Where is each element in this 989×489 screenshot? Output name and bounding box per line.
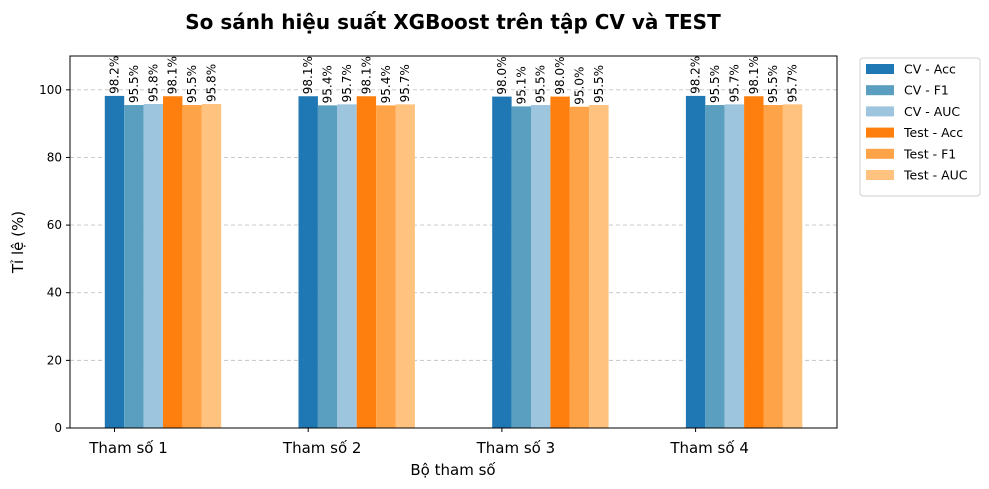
y-axis-label: Tỉ lệ (%) <box>9 211 27 274</box>
data-label: 95.0% <box>573 67 587 105</box>
legend-entry: Test - F1 <box>903 146 956 161</box>
x-tick-label: Tham số 4 <box>669 439 749 457</box>
x-tick-label: Tham số 1 <box>88 439 168 457</box>
bar <box>104 95 125 428</box>
legend-swatch <box>866 64 894 74</box>
data-label: 95.5% <box>185 65 199 103</box>
legend-swatch <box>866 106 894 117</box>
legend-entry: CV - Acc <box>904 62 956 77</box>
y-tick-label: 100 <box>39 83 62 97</box>
data-label: 95.8% <box>205 64 219 102</box>
bar <box>782 104 803 429</box>
bar <box>317 105 338 428</box>
bar <box>298 96 318 428</box>
data-label: 95.4% <box>379 65 393 103</box>
x-tick-label: Tham số 2 <box>282 439 362 457</box>
chart-title: So sánh hiệu suất XGBoost trên tập CV và… <box>185 10 721 34</box>
data-label: 95.1% <box>514 66 528 104</box>
data-label: 95.4% <box>321 65 335 103</box>
bar <box>550 96 570 428</box>
legend-entry: CV - F1 <box>904 83 949 98</box>
data-label: 95.7% <box>398 64 412 102</box>
legend-entry: Test - Acc <box>903 125 963 140</box>
bar <box>143 104 163 428</box>
data-label: 95.5% <box>708 65 722 103</box>
bar <box>569 106 590 429</box>
legend-swatch <box>866 85 894 96</box>
plot-frame <box>69 55 838 429</box>
legend-entry: Test - AUC <box>903 168 968 183</box>
legend-swatch <box>866 170 894 180</box>
bar <box>763 105 783 428</box>
data-label: 98.1% <box>166 56 180 94</box>
data-label: 95.5% <box>534 65 548 103</box>
legend: CV - Acc CV - F1 CV - AUC Test - Acc Test - … <box>859 57 981 197</box>
x-tick-label: Tham số 3 <box>476 439 556 457</box>
bar <box>201 104 222 428</box>
y-tick-label: 20 <box>47 353 62 367</box>
bar <box>182 105 202 428</box>
data-label: 98.0% <box>553 56 567 94</box>
bar <box>531 105 551 428</box>
data-label: 98.2% <box>108 56 122 94</box>
y-tick-label: 40 <box>47 286 62 300</box>
y-tick-label: 60 <box>47 218 62 232</box>
data-label: 95.5% <box>127 65 141 103</box>
data-label: 98.2% <box>689 56 703 94</box>
data-label: 98.1% <box>359 56 373 94</box>
bar <box>724 104 745 429</box>
bar <box>376 105 396 428</box>
bar <box>511 106 531 428</box>
legend-entry: CV - AUC <box>904 104 960 119</box>
data-label: 95.7% <box>786 64 800 102</box>
y-tick-label: 0 <box>54 421 62 435</box>
x-axis-ticks: Tham số 1 Tham số 2 Tham số 3 Tham số 4 <box>88 428 749 457</box>
bar <box>705 105 725 428</box>
data-label: 95.7% <box>340 64 354 102</box>
bar <box>163 96 183 428</box>
bar <box>395 104 415 429</box>
bar <box>685 95 706 428</box>
x-axis-label: Bộ tham số <box>410 461 496 479</box>
bar <box>356 96 377 428</box>
data-label: 98.0% <box>495 56 509 94</box>
data-label: 95.5% <box>766 65 780 103</box>
bars <box>104 95 803 429</box>
bar <box>337 104 357 429</box>
data-label: 95.7% <box>727 64 741 102</box>
legend-swatch <box>866 148 894 159</box>
y-tick-label: 80 <box>47 150 62 164</box>
data-label: 98.1% <box>301 56 315 94</box>
data-label: 95.5% <box>592 65 606 103</box>
bar <box>589 105 609 428</box>
data-label: 98.1% <box>747 56 761 94</box>
bar <box>492 96 512 428</box>
bar <box>744 96 764 428</box>
bar <box>124 105 144 428</box>
data-label: 95.8% <box>146 64 160 102</box>
y-axis-ticks: 0 20 40 60 80 100 <box>39 83 70 435</box>
data-labels: 98.2% 95.5% 95.8% 98.1% 95.5% 95.8% 98.1% 95.4%… <box>108 56 800 105</box>
legend-swatch <box>866 127 894 138</box>
